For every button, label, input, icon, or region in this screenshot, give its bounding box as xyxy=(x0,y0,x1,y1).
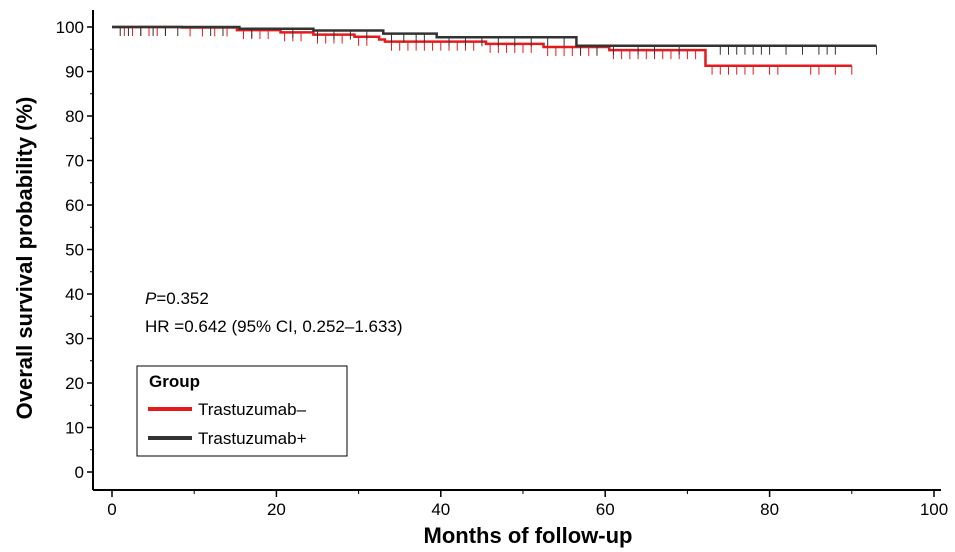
x-tick-label: 60 xyxy=(596,500,615,519)
y-tick-label: 10 xyxy=(65,419,84,438)
y-tick-label: 50 xyxy=(65,241,84,260)
y-tick-label: 90 xyxy=(65,63,84,82)
legend: Group Trastuzumab– Trastuzumab+ xyxy=(137,366,347,456)
x-tick-label: 100 xyxy=(920,500,948,519)
y-tick-label: 60 xyxy=(65,196,84,215)
p-value-annotation: P=0.352 xyxy=(145,289,209,308)
x-tick-label: 0 xyxy=(107,500,116,519)
y-tick-label: 80 xyxy=(65,107,84,126)
legend-label-trastuzumab-minus: Trastuzumab– xyxy=(198,400,307,419)
y-tick-label: 0 xyxy=(75,463,84,482)
x-tick-label: 40 xyxy=(431,500,450,519)
y-tick-label: 30 xyxy=(65,330,84,349)
x-axis-title: Months of follow-up xyxy=(424,523,633,548)
y-tick-label: 100 xyxy=(56,18,84,37)
p-value-text: =0.352 xyxy=(156,289,208,308)
p-value-symbol: P xyxy=(145,289,157,308)
legend-title: Group xyxy=(149,372,200,391)
y-tick-label: 40 xyxy=(65,285,84,304)
series-layer xyxy=(112,27,876,75)
x-tick-label: 20 xyxy=(267,500,286,519)
y-tick-label: 70 xyxy=(65,152,84,171)
y-axis-title: Overall survival probability (%) xyxy=(12,97,37,420)
x-tick-label: 80 xyxy=(760,500,779,519)
legend-label-trastuzumab-plus: Trastuzumab+ xyxy=(198,429,307,448)
hr-annotation: HR =0.642 (95% CI, 0.252–1.633) xyxy=(145,317,403,336)
y-tick-label: 20 xyxy=(65,374,84,393)
